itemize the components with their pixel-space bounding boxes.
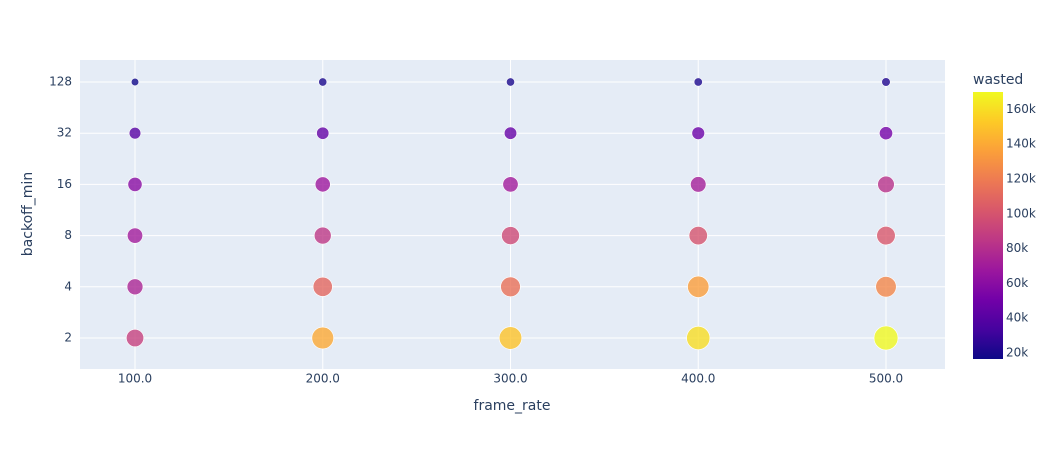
x-tick-label: 300.0 <box>493 372 527 386</box>
bubble <box>503 126 518 140</box>
x-tick-label: 200.0 <box>306 372 340 386</box>
bubble <box>126 278 144 296</box>
y-tick-label: 128 <box>49 75 72 89</box>
bubble <box>312 276 333 297</box>
colorbar-tick-label: 20k <box>1006 345 1028 359</box>
bubble <box>877 175 895 194</box>
colorbar-tick-label: 60k <box>1006 276 1028 290</box>
plot-area <box>80 60 945 369</box>
colorbar <box>973 92 1003 359</box>
bubble <box>318 77 328 87</box>
bubble <box>687 275 710 298</box>
bubble <box>876 226 896 246</box>
bubble <box>311 326 334 350</box>
y-tick-label: 4 <box>64 279 72 293</box>
bubble <box>316 126 330 140</box>
x-tick-label: 500.0 <box>869 372 903 386</box>
colorbar-tick-label: 120k <box>1006 171 1036 185</box>
bubble <box>693 77 703 87</box>
colorbar-tick-label: 80k <box>1006 241 1028 255</box>
bubble <box>502 176 519 193</box>
bubble <box>127 176 143 192</box>
colorbar-title: wasted <box>973 72 1023 88</box>
bubble <box>686 326 711 350</box>
bubble <box>688 226 708 246</box>
bubble <box>881 77 891 87</box>
bubble <box>125 328 145 348</box>
x-tick-label: 400.0 <box>681 372 715 386</box>
bubble <box>130 77 140 87</box>
bubble <box>501 226 520 245</box>
y-tick-label: 32 <box>57 126 72 140</box>
y-axis-title: backoff_min <box>20 172 36 256</box>
bubble <box>875 276 897 298</box>
x-tick-label: 100.0 <box>118 372 152 386</box>
bubble <box>126 227 144 244</box>
bubble <box>498 326 523 350</box>
colorbar-tick-label: 140k <box>1006 137 1036 151</box>
bubble <box>690 176 707 193</box>
bubble <box>500 276 521 297</box>
bubble <box>506 77 515 87</box>
colorbar-tick-label: 160k <box>1006 102 1036 116</box>
y-tick-label: 16 <box>57 177 72 191</box>
colorbar-tick-label: 100k <box>1006 206 1036 220</box>
colorbar-tick-label: 40k <box>1006 311 1028 325</box>
bubble <box>313 226 332 245</box>
bubble <box>691 126 705 140</box>
bubble <box>873 325 899 351</box>
y-tick-label: 2 <box>64 331 72 345</box>
y-tick-label: 8 <box>64 228 72 242</box>
bubble <box>314 176 331 193</box>
bubble <box>128 127 142 140</box>
bubble <box>879 126 893 141</box>
x-axis-title: frame_rate <box>474 398 551 414</box>
